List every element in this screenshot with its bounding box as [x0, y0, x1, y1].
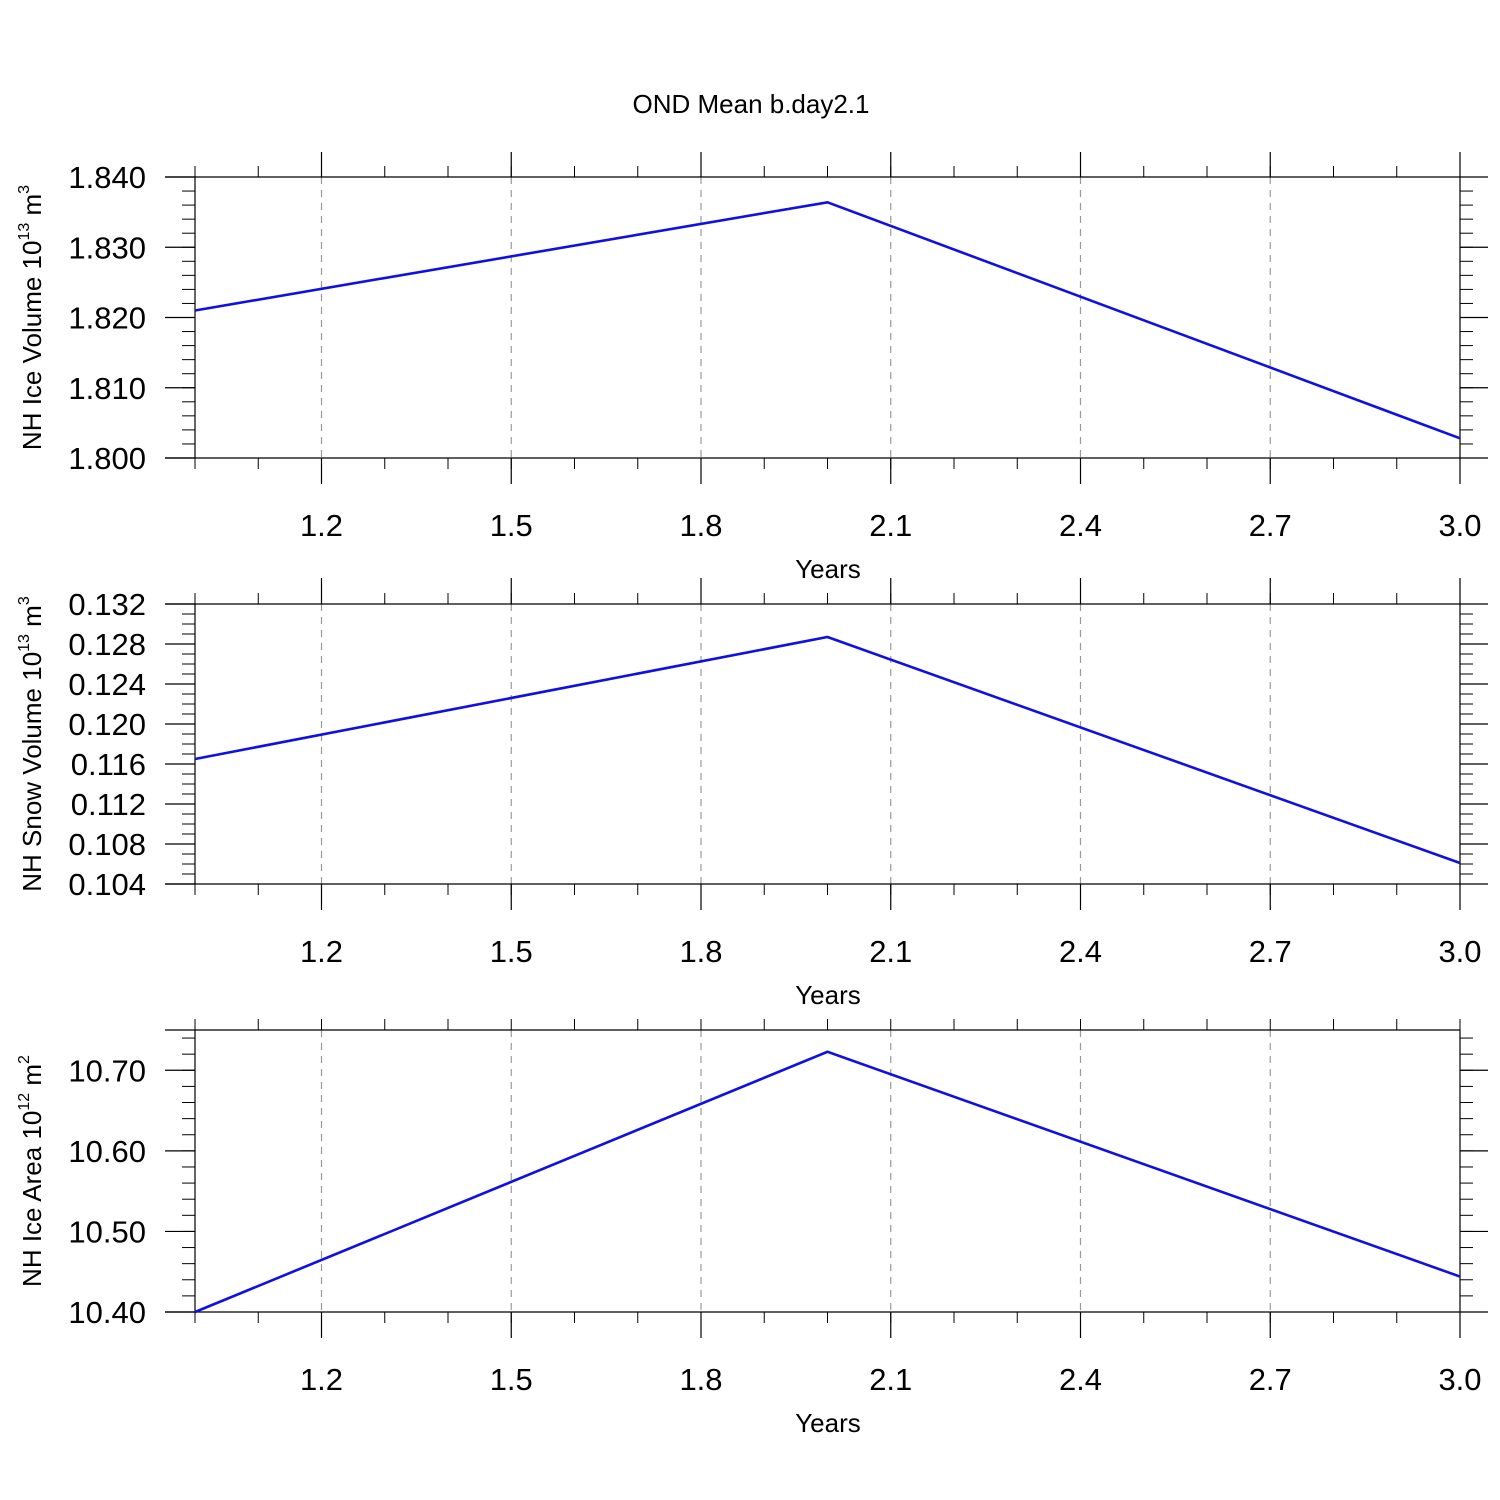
y-tick-label: 10.40	[68, 1295, 146, 1330]
x-tick-label: 2.4	[1059, 1362, 1102, 1397]
x-tick-label: 1.2	[300, 934, 343, 969]
x-axis-label: Years	[795, 980, 861, 1010]
y-tick-label: 0.120	[68, 707, 146, 742]
x-tick-label: 1.5	[490, 508, 533, 543]
y-tick-label: 1.800	[68, 441, 146, 476]
x-tick-label: 2.7	[1249, 1362, 1292, 1397]
x-tick-label: 2.4	[1059, 934, 1102, 969]
y-tick-label: 1.820	[68, 301, 146, 336]
x-tick-label: 2.1	[869, 1362, 912, 1397]
x-tick-label: 1.2	[300, 1362, 343, 1397]
x-axis-label: Years	[795, 554, 861, 584]
y-tick-label: 1.810	[68, 371, 146, 406]
x-tick-label: 1.8	[679, 508, 722, 543]
x-tick-label: 1.8	[679, 1362, 722, 1397]
y-tick-label: 1.840	[68, 160, 146, 195]
y-axis-label: NH Ice Volume 1013 m3	[16, 185, 47, 450]
y-tick-label: 0.108	[68, 827, 146, 862]
chart-panel-3: 1.2 1.5 1.8 2.1 2.4 2.7 3.0 10.40 10.50 10.60 10.7…	[16, 1019, 1488, 1438]
chart-panel-2: 1.2 1.5 1.8 2.1 2.4 2.7 3.0 0.104 0.108 0.112 0.11…	[16, 578, 1488, 1010]
x-tick-label: 2.1	[869, 508, 912, 543]
x-axis-label: Years	[795, 1408, 861, 1438]
x-tick-label: 2.7	[1249, 934, 1292, 969]
y-tick-label: 0.132	[68, 587, 146, 622]
x-tick-label: 1.2	[300, 508, 343, 543]
x-tick-label: 3.0	[1438, 1362, 1481, 1397]
chart-panels: 1.2 1.5 1.8 2.1 2.4 2.7 3.01.8001.8101.8201.83…	[16, 152, 1488, 1438]
x-tick-label: 1.5	[490, 934, 533, 969]
x-tick-label: 3.0	[1438, 934, 1481, 969]
x-tick-label: 2.7	[1249, 508, 1292, 543]
chart-panel-1: 1.2 1.5 1.8 2.1 2.4 2.7 3.0 1.800 1.810 1.820 1.83…	[16, 152, 1488, 584]
y-tick-label: 0.128	[68, 627, 146, 662]
y-tick-label: 10.50	[68, 1214, 146, 1249]
x-tick-label: 1.8	[679, 934, 722, 969]
x-tick-label: 1.5	[490, 1362, 533, 1397]
y-tick-label: 0.124	[68, 667, 146, 702]
y-tick-label: 0.116	[71, 747, 146, 782]
y-tick-label: 0.112	[71, 787, 146, 822]
y-axis-label: NH Ice Area 1012 m2	[16, 1055, 47, 1287]
x-tick-label: 3.0	[1438, 508, 1481, 543]
x-tick-label: 2.4	[1059, 508, 1102, 543]
y-tick-label: 10.70	[68, 1053, 146, 1088]
y-tick-label: 10.60	[68, 1134, 146, 1169]
y-tick-label: 0.104	[68, 867, 146, 902]
chart-title: OND Mean b.day2.1	[632, 89, 869, 119]
y-axis-label: NH Snow Volume 1013 m3	[16, 596, 47, 892]
x-tick-label: 2.1	[869, 934, 912, 969]
y-tick-label: 1.830	[68, 230, 146, 265]
